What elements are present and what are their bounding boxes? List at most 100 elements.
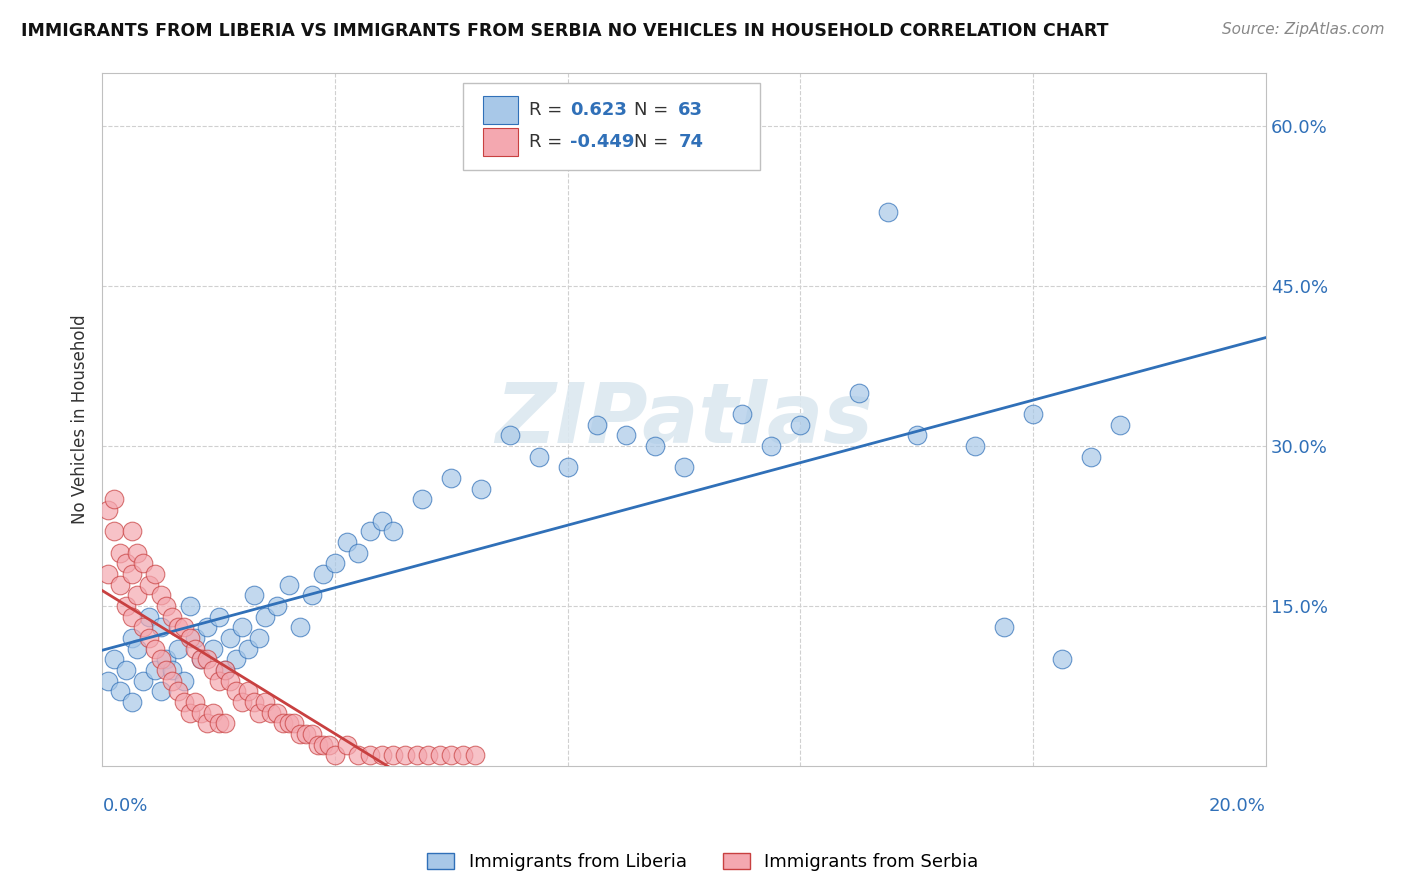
Point [190, 706, 212, 720]
Point [173, 673, 195, 688]
Point [336, 738, 359, 752]
Point [277, 716, 299, 731]
Point [451, 748, 474, 763]
Point [121, 609, 143, 624]
Point [149, 620, 172, 634]
Point [382, 748, 405, 763]
Point [149, 652, 172, 666]
Point [208, 609, 231, 624]
Text: Source: ZipAtlas.com: Source: ZipAtlas.com [1222, 22, 1385, 37]
Point [1050, 652, 1073, 666]
Text: N =: N = [634, 133, 673, 152]
Point [214, 716, 236, 731]
Point [167, 620, 190, 634]
Point [190, 652, 212, 666]
Point [225, 684, 247, 698]
Point [905, 428, 928, 442]
FancyBboxPatch shape [482, 128, 517, 156]
Text: 20.0%: 20.0% [1209, 797, 1265, 814]
Point [155, 652, 177, 666]
Point [993, 620, 1015, 634]
Point [429, 748, 451, 763]
Point [271, 716, 294, 731]
Point [242, 589, 264, 603]
Point [160, 663, 183, 677]
Point [498, 428, 520, 442]
Point [283, 716, 305, 731]
Point [440, 748, 463, 763]
Point [160, 673, 183, 688]
Point [1080, 450, 1102, 464]
Point [236, 641, 259, 656]
Point [370, 748, 392, 763]
FancyBboxPatch shape [463, 83, 759, 170]
Point [225, 652, 247, 666]
Point [97, 567, 120, 582]
Point [195, 620, 218, 634]
Point [167, 684, 190, 698]
Point [121, 567, 143, 582]
Text: R =: R = [530, 101, 568, 119]
Point [127, 546, 149, 560]
Point [254, 695, 277, 709]
Point [290, 620, 312, 634]
Point [195, 652, 218, 666]
Point [103, 492, 125, 507]
FancyBboxPatch shape [482, 95, 517, 124]
Point [143, 641, 166, 656]
Point [127, 589, 149, 603]
Point [160, 609, 183, 624]
Point [382, 524, 405, 539]
Text: 0.623: 0.623 [569, 101, 627, 119]
Point [214, 663, 236, 677]
Point [103, 652, 125, 666]
Point [789, 417, 811, 432]
Text: 0.0%: 0.0% [103, 797, 148, 814]
Point [295, 727, 318, 741]
Text: 74: 74 [678, 133, 703, 152]
Point [149, 589, 172, 603]
Point [876, 204, 898, 219]
Point [114, 663, 136, 677]
Point [249, 706, 271, 720]
Point [201, 706, 224, 720]
Point [307, 738, 329, 752]
Point [323, 748, 346, 763]
Point [132, 557, 155, 571]
Point [219, 631, 242, 645]
Point [266, 599, 288, 613]
Point [266, 706, 288, 720]
Legend: Immigrants from Liberia, Immigrants from Serbia: Immigrants from Liberia, Immigrants from… [420, 846, 986, 879]
Point [963, 439, 986, 453]
Point [179, 599, 201, 613]
Point [108, 546, 131, 560]
Point [359, 524, 381, 539]
Point [848, 385, 870, 400]
Point [249, 631, 271, 645]
Point [242, 695, 264, 709]
Text: N =: N = [634, 101, 673, 119]
Point [214, 663, 236, 677]
Point [201, 663, 224, 677]
Point [97, 673, 120, 688]
Point [184, 631, 207, 645]
Point [323, 557, 346, 571]
Point [155, 599, 177, 613]
Point [731, 407, 754, 421]
Point [155, 663, 177, 677]
Point [184, 641, 207, 656]
Point [673, 460, 696, 475]
Point [527, 450, 550, 464]
Point [464, 748, 486, 763]
Point [173, 620, 195, 634]
Point [557, 460, 579, 475]
Point [277, 578, 299, 592]
Point [418, 748, 440, 763]
Point [201, 641, 224, 656]
Point [108, 578, 131, 592]
Point [195, 716, 218, 731]
Point [405, 748, 427, 763]
Point [121, 631, 143, 645]
Point [138, 631, 160, 645]
Point [143, 663, 166, 677]
